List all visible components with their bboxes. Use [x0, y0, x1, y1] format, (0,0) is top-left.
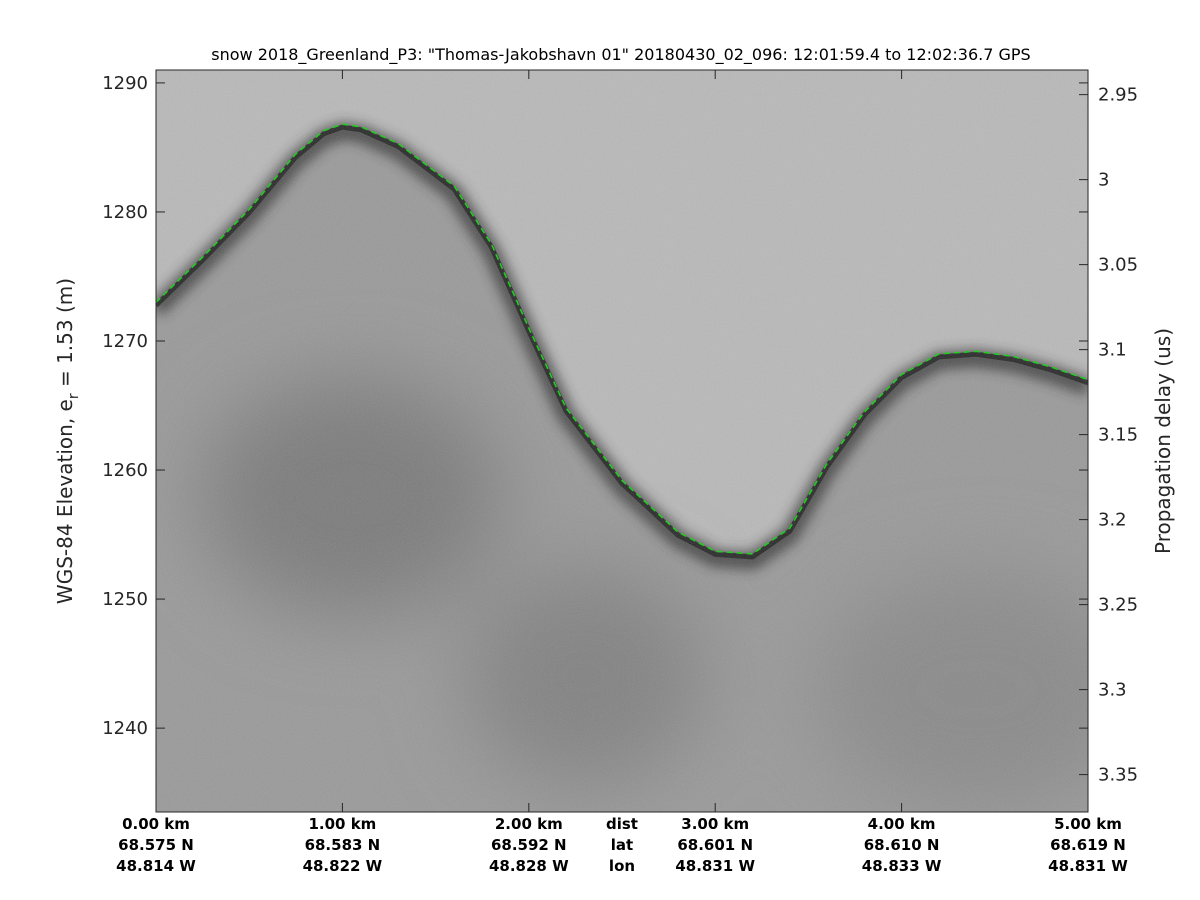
y-tick-label-left: 1270 — [102, 331, 148, 352]
y-tick-label-right: 3 — [1098, 170, 1109, 191]
x-tick-label-dist: 2.00 km — [495, 815, 563, 833]
y-label-subscript: r — [66, 393, 82, 399]
x-tick-label-dist: 1.00 km — [308, 815, 376, 833]
chart-title: snow 2018_Greenland_P3: "Thomas-Jakobsha… — [211, 45, 1030, 65]
y-tick-label-right: 3.05 — [1098, 255, 1138, 276]
x-ticks: 0.00 km 68.575 N 48.814 W 1.00 km 68.583 N 48… — [116, 70, 1128, 875]
y-tick-label-left: 1250 — [102, 589, 148, 610]
x-tick-label-lon: 48.833 W — [862, 857, 942, 875]
surface-series-group — [156, 123, 1088, 555]
y-tick-label-right: 3.2 — [1098, 510, 1127, 531]
x-tick-label-dist: 5.00 km — [1054, 815, 1122, 833]
y-tick-label-right: 3.15 — [1098, 425, 1138, 446]
y-tick-label-left: 1290 — [102, 73, 148, 94]
y-tick-label-left: 1260 — [102, 460, 148, 481]
x-tick-label-lat: 68.592 N — [491, 836, 567, 854]
y-axis-label-left: WGS-84 Elevation, er = 1.53 (m) — [53, 278, 82, 604]
plot-area — [156, 70, 1088, 812]
y-axis-label-right: Propagation delay (us) — [1151, 328, 1175, 554]
x-tick-label-dist: 0.00 km — [122, 815, 190, 833]
x-tick-label-lon: 48.814 W — [116, 857, 196, 875]
x-row-label-dist: dist — [606, 815, 638, 833]
y-label-main: WGS-84 Elevation, e — [53, 399, 77, 604]
surface-tracker-line — [156, 123, 1088, 555]
y-tick-label-left: 1240 — [102, 718, 148, 739]
left-y-ticks: 1240 1250 1260 1270 1280 1290 — [102, 73, 1088, 739]
x-tick-label-lat: 68.619 N — [1050, 836, 1126, 854]
y-label-suffix: = 1.53 (m) — [53, 278, 77, 393]
right-y-ticks: 2.95 3 3.05 3.1 3.15 3.2 3.25 3.3 3.35 — [1079, 85, 1138, 786]
x-row-label-lon: lon — [609, 857, 635, 875]
y-tick-label-right: 3.35 — [1098, 765, 1138, 786]
y-tick-label-right: 2.95 — [1098, 85, 1138, 106]
y-tick-label-right: 3.1 — [1098, 340, 1127, 361]
y-tick-label-right: 3.3 — [1098, 680, 1127, 701]
x-tick-label-dist: 4.00 km — [868, 815, 936, 833]
x-tick-label-lat: 68.601 N — [677, 836, 753, 854]
y-tick-label-right: 3.25 — [1098, 595, 1138, 616]
x-row-label-lat: lat — [611, 836, 633, 854]
x-tick-label-lon: 48.831 W — [1048, 857, 1128, 875]
echogram-noise — [156, 70, 1088, 812]
x-tick-label-lat: 68.610 N — [864, 836, 940, 854]
y-tick-label-left: 1280 — [102, 202, 148, 223]
x-tick-label-lat: 68.575 N — [118, 836, 194, 854]
plot-frame — [155, 69, 1089, 813]
x-tick-label-lon: 48.828 W — [489, 857, 569, 875]
x-tick-label-lon: 48.831 W — [675, 857, 755, 875]
x-tick-label-dist: 3.00 km — [681, 815, 749, 833]
x-tick-label-lon: 48.822 W — [303, 857, 383, 875]
x-tick-label-lat: 68.583 N — [305, 836, 381, 854]
